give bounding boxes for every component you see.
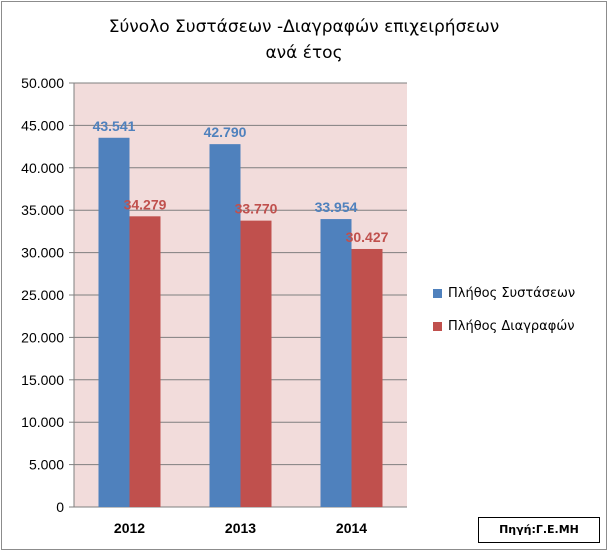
chart-title-line-1: Σύνολο Συστάσεων -Διαγραφών επιχειρήσεων (108, 17, 500, 37)
bar-2012-series-2 (129, 216, 161, 507)
bar-2013-series-2 (240, 220, 272, 507)
legend-swatch-series-2 (433, 321, 442, 331)
y-tick-label: 30.000 (21, 245, 64, 261)
y-tick-label: 25.000 (21, 287, 64, 303)
source-note: Πηγή:Γ.Ε.ΜΗ (478, 517, 600, 543)
y-tick-label: 35.000 (21, 202, 64, 218)
legend-item-series-2: Πλήθος Διαγραφών (433, 317, 575, 335)
bar-2014-series-1 (320, 219, 352, 508)
legend-label-series-2: Πλήθος Διαγραφών (448, 318, 575, 334)
legend-item-series-1: Πλήθος Συστάσεων (433, 284, 575, 302)
chart-title: Σύνολο Συστάσεων -Διαγραφών επιχειρήσεων… (0, 14, 608, 66)
data-label-2012-series-1: 43.541 (93, 118, 136, 134)
bar-2014-series-2 (351, 248, 383, 507)
x-tick-label-2014: 2014 (336, 520, 367, 536)
y-tick-label: 50.000 (21, 75, 64, 91)
data-label-2014-series-2: 30.427 (346, 229, 389, 245)
y-tick-label: 5.000 (29, 457, 64, 473)
y-tick-label: 45.000 (21, 117, 64, 133)
bar-2013-series-1 (209, 144, 241, 507)
data-label-2012-series-2: 34.279 (124, 196, 167, 212)
chart-title-line-2: ανά έτος (265, 43, 343, 63)
x-tick-label-2012: 2012 (114, 520, 145, 536)
x-tick-label-2013: 2013 (225, 520, 256, 536)
y-tick-label: 20.000 (21, 329, 64, 345)
legend: Πλήθος Συστάσεων Πλήθος Διαγραφών (433, 284, 575, 350)
bar-2012-series-1 (98, 137, 130, 507)
y-tick-label: 15.000 (21, 372, 64, 388)
legend-label-series-1: Πλήθος Συστάσεων (448, 285, 576, 301)
data-label-2013-series-2: 33.770 (235, 201, 278, 217)
data-label-2013-series-1: 42.790 (204, 124, 247, 140)
legend-swatch-series-1 (433, 288, 442, 298)
y-tick-label: 0 (56, 499, 64, 515)
data-label-2014-series-1: 33.954 (315, 199, 358, 215)
y-tick-label: 10.000 (21, 414, 64, 430)
y-tick-label: 40.000 (21, 160, 64, 176)
